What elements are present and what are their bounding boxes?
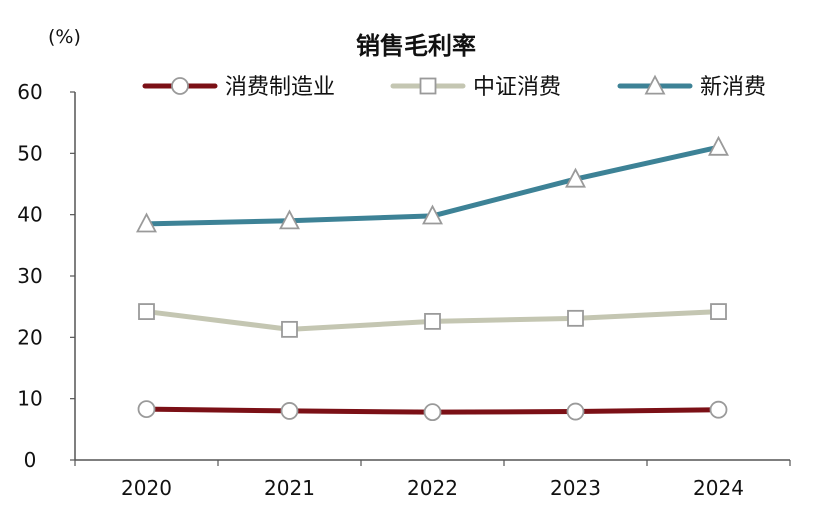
data-point xyxy=(138,303,155,320)
legend-marker xyxy=(644,74,666,95)
series-3 xyxy=(136,135,729,233)
x-tick-label: 2020 xyxy=(121,476,172,500)
x-tick-label: 2023 xyxy=(550,476,601,500)
y-tick-label: 0 xyxy=(24,448,37,472)
x-axis-ticks: 2020 2021 2022 2023 2024 xyxy=(74,460,791,500)
legend-label: 消费制造业 xyxy=(225,75,335,100)
data-point xyxy=(422,204,443,225)
y-unit-label: (%) xyxy=(48,26,81,48)
series-2 xyxy=(138,303,727,338)
data-point xyxy=(709,400,728,419)
legend-item: 消费制造业 xyxy=(142,75,335,100)
y-tick-label: 20 xyxy=(17,325,42,349)
x-tick-label: 2022 xyxy=(407,476,458,500)
data-point xyxy=(424,312,441,330)
y-axis-ticks: 0 10 20 30 40 50 60 xyxy=(17,80,75,472)
series-group xyxy=(136,135,729,422)
data-point xyxy=(708,135,729,156)
data-point xyxy=(567,309,584,327)
data-point xyxy=(281,320,298,338)
legend-label: 新消费 xyxy=(700,75,766,100)
y-tick-label: 60 xyxy=(17,80,42,104)
data-point xyxy=(137,400,156,418)
legend-marker xyxy=(419,77,437,95)
legend-item: 新消费 xyxy=(617,74,766,100)
legend-marker xyxy=(171,77,189,95)
x-tick-label: 2024 xyxy=(693,476,744,500)
y-tick-label: 50 xyxy=(17,141,42,165)
x-tick-label: 2021 xyxy=(264,476,315,500)
data-point xyxy=(423,403,442,422)
y-tick-label: 10 xyxy=(17,387,42,411)
series-1 xyxy=(137,400,728,422)
legend: 消费制造业 中证消费 新消费 xyxy=(142,74,766,100)
legend-label: 中证消费 xyxy=(473,75,561,100)
legend-item: 中证消费 xyxy=(390,75,561,100)
y-tick-label: 40 xyxy=(17,203,42,227)
data-point xyxy=(566,402,585,421)
data-point xyxy=(565,167,586,188)
data-point xyxy=(280,402,299,420)
data-point xyxy=(136,212,157,233)
chart-title: 销售毛利率 xyxy=(356,32,476,60)
data-point xyxy=(710,303,727,320)
data-point xyxy=(279,209,300,230)
y-tick-label: 30 xyxy=(17,264,42,288)
